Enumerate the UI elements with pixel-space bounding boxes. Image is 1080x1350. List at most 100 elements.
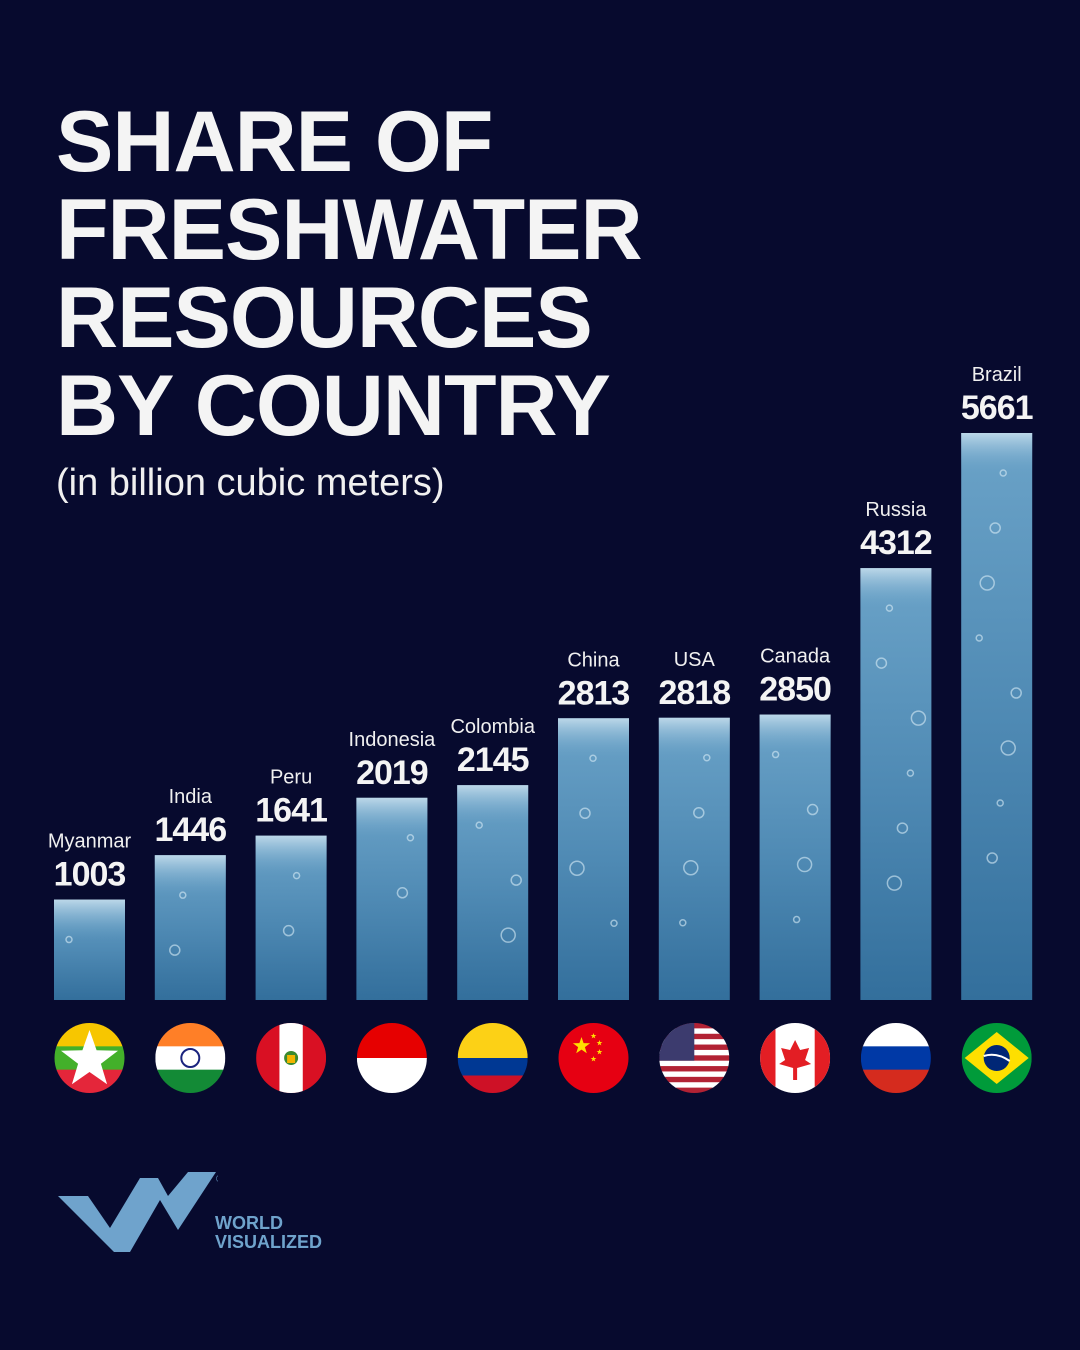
bar-water-surface [558, 718, 629, 759]
bubble [885, 604, 894, 612]
bar-water-surface [457, 785, 529, 826]
bubble [986, 852, 998, 864]
title-line: RESOURCES [56, 270, 593, 366]
bar [759, 714, 831, 1000]
myanmar-flag-icon [54, 1023, 125, 1093]
svg-text:®: ® [216, 1174, 218, 1185]
bubble [875, 657, 888, 669]
value-label: 2850 [759, 671, 831, 709]
category-label: Myanmar [48, 831, 132, 853]
brand-line2: VISUALIZED [215, 1232, 323, 1252]
category-label: India [169, 786, 213, 808]
bubble [896, 822, 909, 834]
bubble [693, 807, 705, 819]
bubble [806, 803, 819, 816]
bubble [679, 919, 687, 927]
bar-group-canada: 2850 Canada [759, 646, 832, 1000]
bubble [886, 875, 903, 891]
category-label: Brazil [972, 364, 1022, 386]
value-label: 2818 [658, 674, 730, 712]
bar [961, 433, 1033, 1000]
category-label: Canada [760, 646, 831, 668]
category-label: China [567, 649, 620, 671]
bubble [406, 834, 415, 842]
category-label: Indonesia [349, 729, 437, 751]
bar-group-russia: 4312 Russia [860, 499, 933, 1000]
india-flag-icon [155, 1023, 226, 1093]
brazil-flag-icon [961, 1023, 1032, 1093]
bar-water-surface [54, 899, 125, 940]
title-line: SHARE OF [56, 94, 493, 190]
indonesia-flag-icon [356, 1023, 427, 1093]
bubble [683, 860, 699, 876]
bar [860, 568, 932, 1000]
bubble [65, 935, 73, 944]
bubble [396, 887, 409, 899]
bubble [975, 634, 983, 642]
title-line: FRESHWATER [56, 182, 643, 278]
bubble [792, 915, 801, 924]
colombia-flag-icon [457, 1023, 528, 1093]
bubble [979, 575, 995, 591]
bubble [500, 927, 516, 943]
bubble [282, 924, 295, 937]
bar-group-india: 1446 India [154, 786, 227, 1000]
brand-line1: WORLD [215, 1213, 283, 1233]
canada-flag-icon [760, 1023, 831, 1093]
bubble [906, 769, 915, 777]
bar-water-surface [356, 797, 428, 838]
bar-group-colombia: 2145 Colombia [450, 716, 536, 1000]
category-label: USA [674, 649, 716, 671]
bubble [475, 821, 483, 829]
value-label: 1446 [154, 811, 226, 849]
bubble [796, 856, 813, 873]
bar-water-surface [658, 717, 730, 758]
bubble [989, 522, 1001, 534]
bubble [703, 754, 711, 762]
value-label: 2813 [558, 674, 630, 712]
category-label: Peru [270, 767, 312, 789]
brand-name: WORLD VISUALIZED [215, 1214, 322, 1252]
bubble [569, 860, 585, 877]
bar-group-usa: 2818 USA [658, 649, 731, 1000]
bubble [910, 710, 927, 726]
bar-water-surface [154, 855, 226, 896]
bar-water-surface [860, 568, 932, 609]
bubble [579, 807, 591, 820]
chart-subtitle: (in billion cubic meters) [56, 462, 445, 504]
value-label: 2019 [356, 754, 428, 792]
usa-flag-icon [659, 1023, 730, 1093]
bubble [610, 919, 618, 928]
value-label: 1003 [54, 856, 126, 894]
bar-water-surface [759, 714, 831, 755]
value-label: 2145 [457, 741, 529, 779]
bubble [169, 944, 181, 956]
value-label: 5661 [961, 389, 1033, 427]
bar [658, 717, 730, 1000]
category-label: Colombia [450, 716, 535, 738]
bubble [292, 871, 301, 880]
bubble [999, 469, 1007, 477]
bubble [1000, 740, 1016, 756]
bubble [1010, 687, 1022, 699]
bar-group-indonesia: 2019 Indonesia [349, 729, 437, 1000]
value-label: 4312 [860, 524, 932, 562]
bar-group-myanmar: 1003 Myanmar [48, 831, 132, 1000]
bubble [510, 874, 522, 886]
bar-water-surface [255, 835, 327, 876]
world-visualized-logo: ® [58, 1172, 218, 1252]
russia-flag-icon [860, 1023, 931, 1093]
peru-flag-icon [256, 1023, 327, 1093]
bubble [179, 891, 187, 899]
bar-water-surface [961, 433, 1033, 473]
bubble [771, 750, 780, 759]
china-flag-icon [558, 1023, 629, 1093]
bar [558, 718, 629, 1000]
chart-title: SHARE OF FRESHWATER RESOURCES BY COUNTRY [56, 94, 643, 454]
title-line: BY COUNTRY [56, 358, 611, 454]
bar-group-peru: 1641 Peru [255, 767, 328, 1000]
category-label: Russia [865, 499, 927, 521]
bar-group-brazil: 5661 Brazil [961, 364, 1034, 1000]
bubble [589, 754, 597, 763]
